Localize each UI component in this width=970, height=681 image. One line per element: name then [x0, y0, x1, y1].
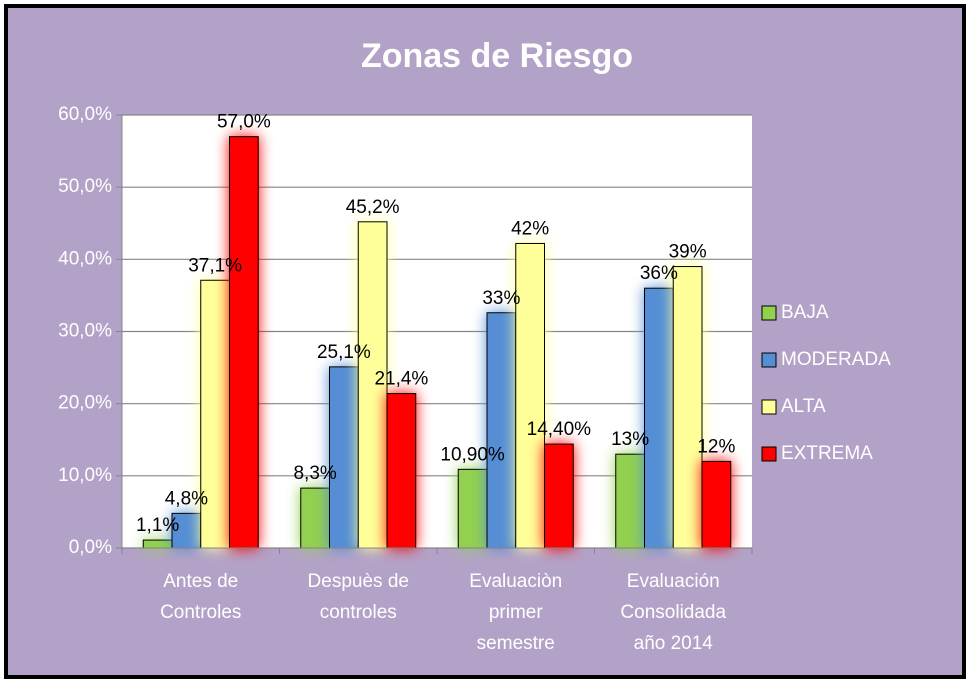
y-tick-label: 0,0% — [69, 537, 112, 558]
data-label: 33% — [482, 288, 520, 309]
legend-swatch — [761, 305, 777, 321]
legend-swatch — [761, 446, 777, 462]
chart-title: Zonas de Riesgo — [361, 37, 633, 75]
data-label: 21,4% — [374, 369, 428, 390]
y-tick-label: 60,0% — [58, 104, 112, 125]
bar — [615, 453, 645, 549]
bar — [672, 266, 703, 549]
x-tick-label: Despuès de controles — [307, 571, 409, 623]
bar — [486, 312, 517, 549]
bar — [457, 468, 488, 549]
legend-label: EXTREMA — [781, 443, 873, 464]
legend-label: BAJA — [781, 302, 829, 323]
data-label: 37,1% — [188, 255, 242, 276]
bar — [329, 366, 359, 549]
bar — [701, 460, 732, 549]
y-tick-label: 50,0% — [58, 176, 112, 197]
data-label: 10,90% — [440, 444, 505, 465]
data-label: 45,2% — [346, 197, 400, 218]
data-label: 4,8% — [165, 488, 208, 509]
legend-swatch — [761, 352, 777, 368]
bar — [515, 242, 545, 549]
data-label: 25,1% — [317, 342, 371, 363]
y-tick-label: 20,0% — [58, 393, 112, 414]
bar — [544, 443, 574, 549]
bar — [200, 279, 230, 549]
data-label: 42% — [511, 218, 549, 239]
data-label: 8,3% — [293, 463, 336, 484]
data-label: 39% — [669, 242, 707, 263]
x-tick-label: Evaluación Consolidada año 2014 — [620, 571, 727, 654]
bar — [357, 221, 388, 549]
data-label: 12% — [697, 436, 735, 457]
x-tick-label: Evaluaciòn primer semestre — [469, 571, 563, 654]
data-label: 13% — [611, 429, 649, 450]
y-tick-label: 40,0% — [58, 248, 112, 269]
x-tick-label: Antes de Controles — [160, 571, 242, 623]
data-label: 57,0% — [217, 112, 271, 133]
y-tick-label: 30,0% — [58, 321, 112, 342]
legend-label: ALTA — [781, 396, 826, 417]
bar — [300, 487, 330, 549]
data-label: 14,40% — [527, 419, 592, 440]
bar — [229, 136, 259, 549]
legend-label: MODERADA — [781, 349, 891, 370]
data-label: 1,1% — [136, 515, 179, 536]
bar — [644, 287, 674, 549]
y-tick-label: 10,0% — [58, 465, 112, 486]
data-label: 36% — [640, 263, 678, 284]
bar — [386, 393, 417, 549]
bar — [142, 539, 173, 549]
legend-swatch — [761, 399, 777, 415]
